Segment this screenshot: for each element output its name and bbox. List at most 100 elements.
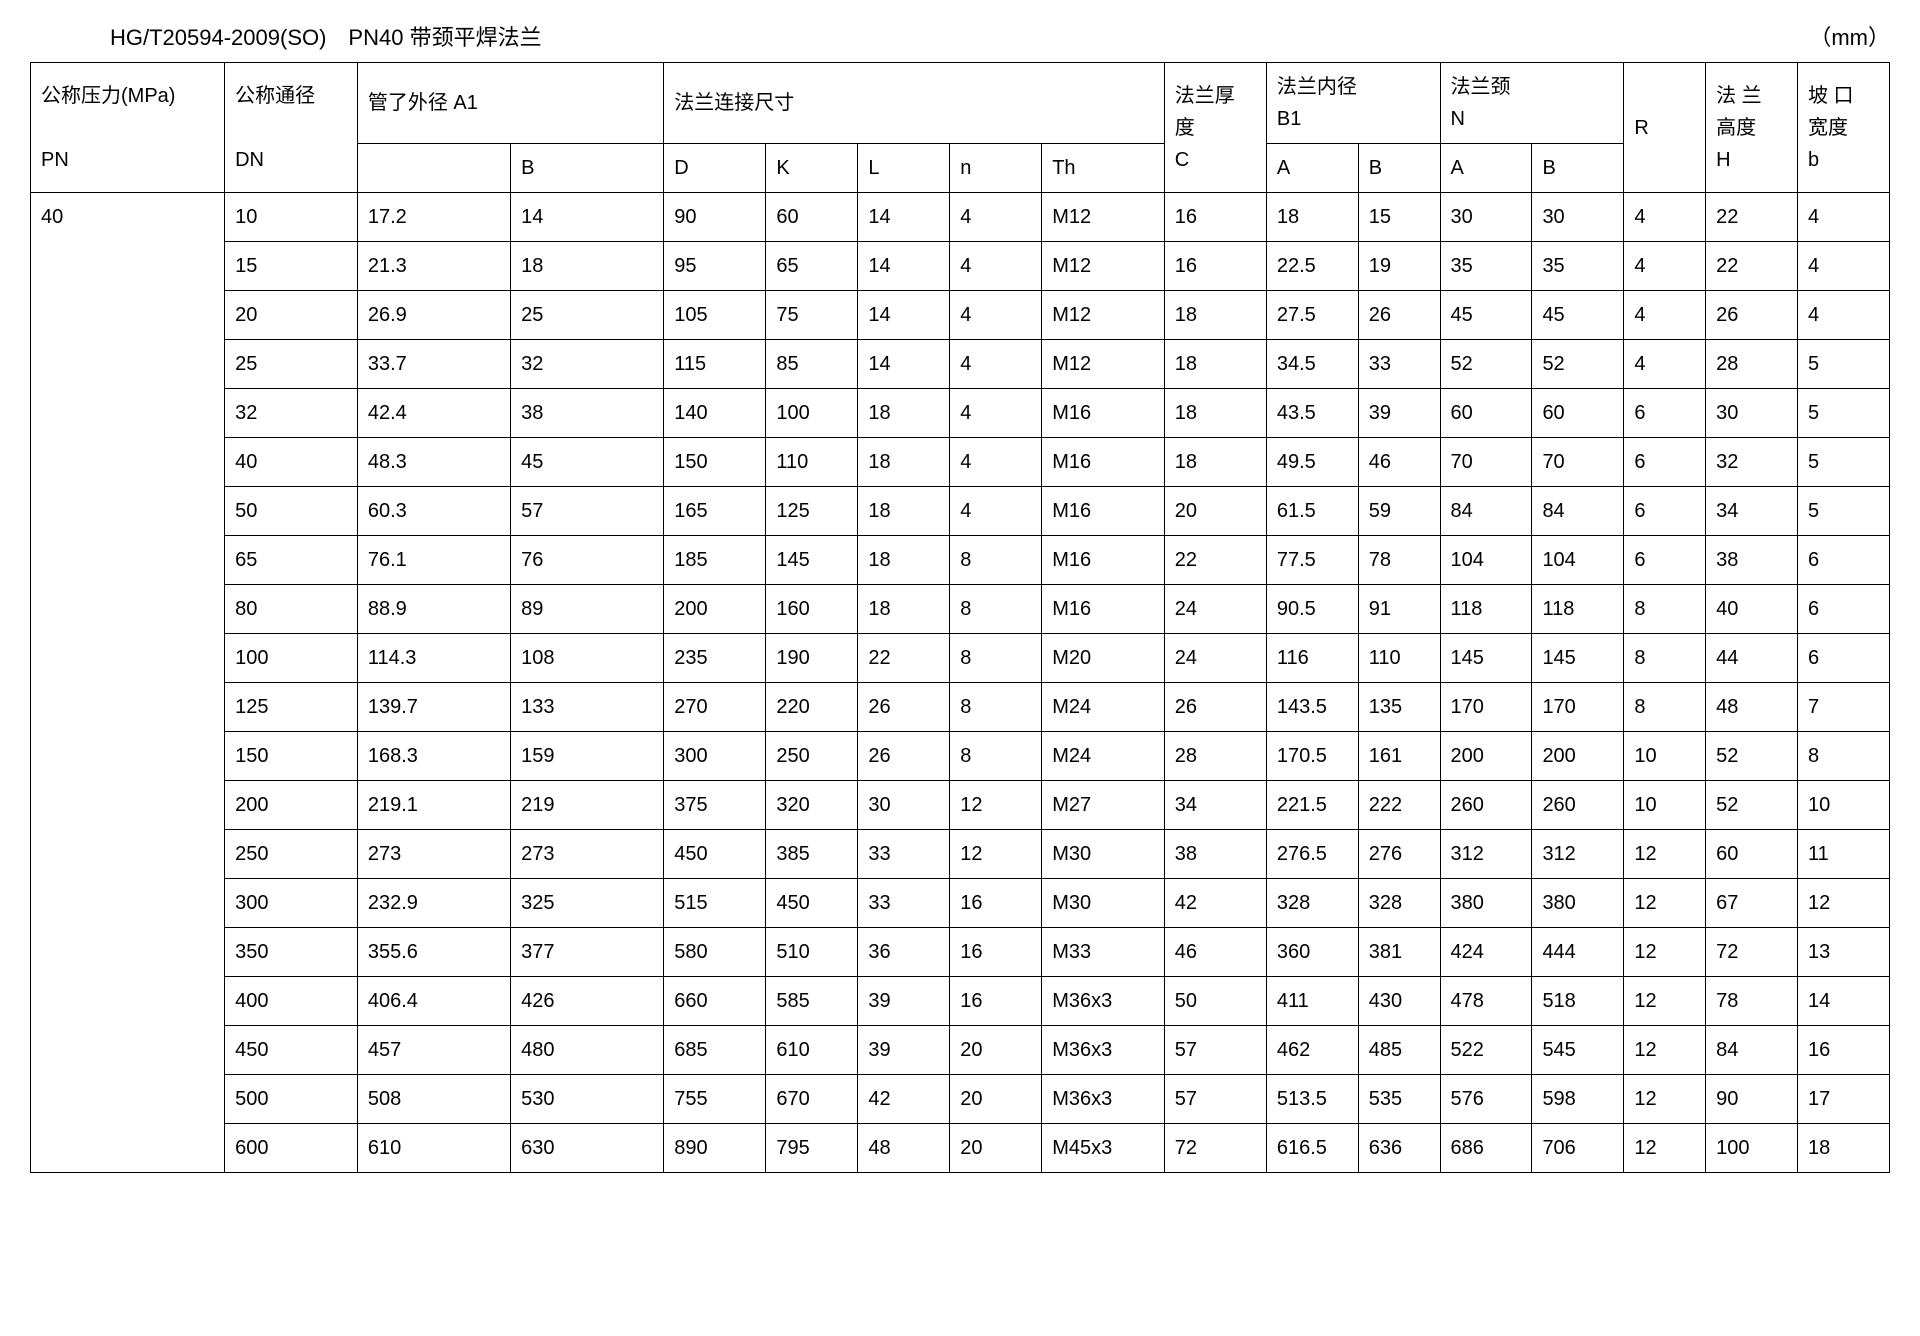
cell: M36x3	[1042, 977, 1165, 1026]
cell: 45	[1532, 291, 1624, 340]
cell: 22	[1164, 536, 1266, 585]
cell: 60	[766, 193, 858, 242]
cell: 43.5	[1266, 389, 1358, 438]
cell: M16	[1042, 438, 1165, 487]
cell: 30	[1532, 193, 1624, 242]
col-n: n	[950, 144, 1042, 193]
cell: 26	[1164, 683, 1266, 732]
cell: 250	[766, 732, 858, 781]
col-dn: 公称通径DN	[225, 63, 358, 193]
cell: 38	[511, 389, 664, 438]
cell: 4	[950, 438, 1042, 487]
cell: 610	[357, 1124, 510, 1173]
col-c: 法兰厚度C	[1164, 63, 1266, 193]
col-a1-b: B	[511, 144, 664, 193]
cell: 10	[1624, 732, 1706, 781]
cell: 444	[1532, 928, 1624, 977]
cell: 125	[225, 683, 358, 732]
cell: 8	[1624, 683, 1706, 732]
cell: 232.9	[357, 879, 510, 928]
cell: 508	[357, 1075, 510, 1124]
cell: 160	[766, 585, 858, 634]
cell: 170	[1532, 683, 1624, 732]
cell: 4	[1624, 340, 1706, 389]
cell: M24	[1042, 732, 1165, 781]
cell: 636	[1358, 1124, 1440, 1173]
cell: 57	[511, 487, 664, 536]
table-row: 5005085307556704220M36x357513.5535576598…	[31, 1075, 1890, 1124]
cell: 40	[1706, 585, 1798, 634]
cell: 77.5	[1266, 536, 1358, 585]
cell: 84	[1440, 487, 1532, 536]
cell: 26	[1706, 291, 1798, 340]
cell: 685	[664, 1026, 766, 1075]
cell: 600	[225, 1124, 358, 1173]
cell: 108	[511, 634, 664, 683]
cell: M16	[1042, 487, 1165, 536]
cell: 450	[766, 879, 858, 928]
cell: 7	[1798, 683, 1890, 732]
cell: 24	[1164, 634, 1266, 683]
table-row: 100114.3108235190228M2024116110145145844…	[31, 634, 1890, 683]
cell: 260	[1440, 781, 1532, 830]
cell: 20	[950, 1026, 1042, 1075]
table-row: 5060.357165125184M162061.55984846345	[31, 487, 1890, 536]
cell: 10	[1798, 781, 1890, 830]
cell: 510	[766, 928, 858, 977]
cell: 52	[1532, 340, 1624, 389]
cell: 12	[1798, 879, 1890, 928]
cell: 150	[225, 732, 358, 781]
cell: 4	[1624, 291, 1706, 340]
cell: 95	[664, 242, 766, 291]
cell: 14	[858, 340, 950, 389]
cell: 406.4	[357, 977, 510, 1026]
cell: 72	[1164, 1124, 1266, 1173]
cell: 145	[766, 536, 858, 585]
cell: 78	[1706, 977, 1798, 1026]
cell: M45x3	[1042, 1124, 1165, 1173]
cell: 12	[1624, 1075, 1706, 1124]
cell: 200	[1440, 732, 1532, 781]
cell: 515	[664, 879, 766, 928]
cell: 27.5	[1266, 291, 1358, 340]
col-b1-b: B	[1358, 144, 1440, 193]
col-b1-a: A	[1266, 144, 1358, 193]
cell: 28	[1706, 340, 1798, 389]
cell: 20	[950, 1124, 1042, 1173]
col-group-b1: 法兰内径B1	[1266, 63, 1440, 144]
cell: 89	[511, 585, 664, 634]
cell: 16	[950, 879, 1042, 928]
cell: 70	[1532, 438, 1624, 487]
cell: 105	[664, 291, 766, 340]
table-row: 2026.92510575144M121827.52645454264	[31, 291, 1890, 340]
cell: 14	[858, 291, 950, 340]
cell: 686	[1440, 1124, 1532, 1173]
cell: 168.3	[357, 732, 510, 781]
cell: 170	[1440, 683, 1532, 732]
cell: 90.5	[1266, 585, 1358, 634]
cell: 35	[1440, 242, 1532, 291]
cell: 478	[1440, 977, 1532, 1026]
cell: 5	[1798, 487, 1890, 536]
cell: M24	[1042, 683, 1165, 732]
cell: 5	[1798, 389, 1890, 438]
cell: 104	[1440, 536, 1532, 585]
cell: 328	[1358, 879, 1440, 928]
cell: 219.1	[357, 781, 510, 830]
cell: 118	[1440, 585, 1532, 634]
cell-pn: 40	[31, 193, 225, 1173]
cell: 273	[357, 830, 510, 879]
cell: 22	[858, 634, 950, 683]
cell: 18	[1164, 291, 1266, 340]
cell: 8	[950, 634, 1042, 683]
cell: 16	[950, 977, 1042, 1026]
col-neck-b: B	[1532, 144, 1624, 193]
cell: 4	[950, 291, 1042, 340]
cell: 39	[858, 977, 950, 1026]
cell: 6	[1798, 585, 1890, 634]
cell: 26	[858, 732, 950, 781]
cell: 33	[1358, 340, 1440, 389]
table-row: 3242.438140100184M161843.53960606305	[31, 389, 1890, 438]
cell: 411	[1266, 977, 1358, 1026]
cell: 222	[1358, 781, 1440, 830]
